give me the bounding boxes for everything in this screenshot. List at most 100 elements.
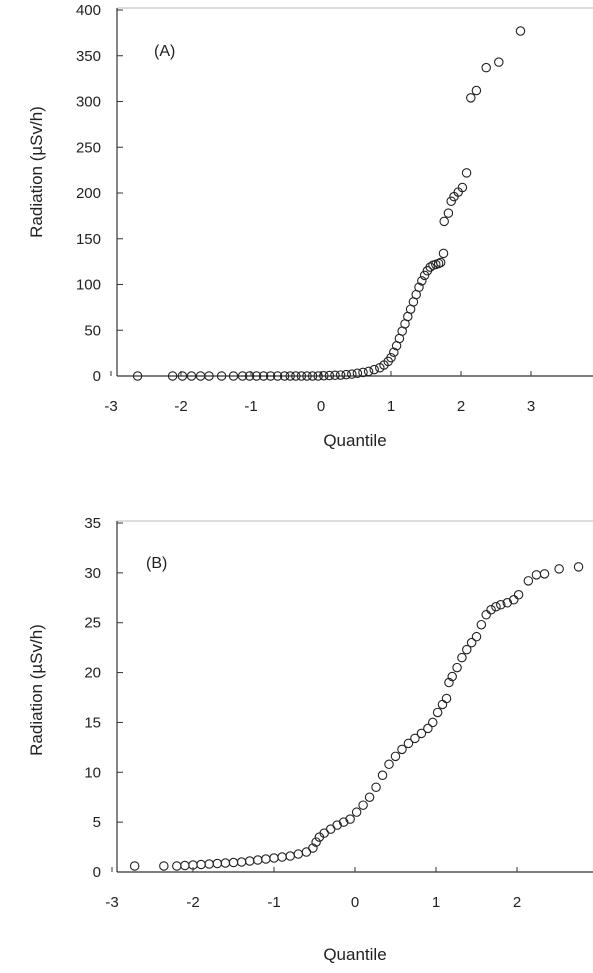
- data-point: [416, 728, 427, 739]
- data-point: [358, 800, 368, 810]
- data-point: [258, 371, 269, 381]
- data-point: [186, 371, 197, 381]
- data-point: [296, 371, 307, 381]
- data-point: [471, 85, 482, 96]
- y-tick-label: 300: [76, 94, 101, 111]
- data-point: [335, 370, 346, 380]
- data-point: [341, 369, 351, 380]
- data-point: [293, 849, 304, 859]
- data-point: [462, 644, 472, 655]
- data-point: [228, 857, 239, 868]
- data-point: [447, 671, 457, 682]
- data-point: [319, 370, 329, 381]
- data-point: [285, 851, 295, 861]
- y-tick-label: 5: [93, 814, 101, 831]
- data-point: [177, 371, 188, 381]
- data-point: [244, 371, 255, 381]
- data-point: [397, 744, 407, 755]
- data-point: [414, 282, 424, 292]
- x-tick-label: -3: [105, 894, 118, 911]
- data-point: [554, 564, 564, 574]
- data-point: [377, 770, 388, 781]
- data-point: [338, 817, 349, 827]
- x-tick-label: -1: [244, 398, 257, 415]
- data-point: [452, 662, 462, 673]
- data-point: [573, 562, 584, 572]
- y-tick-label: 15: [84, 714, 101, 731]
- data-point: [253, 855, 263, 865]
- data-point: [441, 693, 452, 704]
- data-point: [386, 352, 396, 363]
- x-tick-label: -3: [104, 398, 117, 415]
- panel-b: 0 5 10 15 20 25 30 35 -3 -2 -1 0 1 2 (B) Quantile Ra…: [27, 515, 593, 964]
- data-point: [531, 570, 542, 580]
- y-tick-label: 350: [76, 48, 101, 65]
- data-point: [444, 677, 454, 688]
- x-tick-label: 1: [432, 894, 440, 911]
- data-point: [466, 93, 476, 103]
- x-tick-label: -1: [267, 894, 280, 911]
- data-point: [494, 57, 504, 67]
- y-tick-label: 35: [84, 515, 101, 532]
- data-point: [204, 859, 214, 869]
- panel-b-x-ticks: -3 -2 -1 0 1 2: [105, 867, 521, 911]
- data-point: [172, 861, 182, 871]
- data-point: [471, 631, 482, 642]
- data-point: [358, 367, 368, 378]
- y-tick-label: 0: [93, 368, 101, 385]
- x-tick-label: 0: [317, 398, 325, 415]
- x-tick-label: 2: [513, 894, 521, 911]
- panel-a-y-axis-title: Radiation (µSv/h): [27, 106, 46, 238]
- data-point: [251, 371, 262, 381]
- data-point: [425, 262, 435, 272]
- x-tick-label: 2: [457, 398, 465, 415]
- data-point: [364, 792, 375, 802]
- data-point: [216, 371, 227, 381]
- data-point: [332, 820, 342, 830]
- data-point: [371, 782, 381, 792]
- data-point: [410, 733, 420, 744]
- data-point: [220, 858, 231, 868]
- data-point: [439, 216, 449, 227]
- data-point: [269, 853, 279, 863]
- data-point: [389, 347, 399, 357]
- data-point: [363, 366, 374, 377]
- y-tick-label: 150: [76, 231, 101, 248]
- data-point: [443, 208, 454, 218]
- data-point: [513, 590, 524, 600]
- data-point: [369, 364, 379, 375]
- data-point: [446, 196, 456, 206]
- data-point: [457, 652, 467, 663]
- y-tick-label: 20: [84, 665, 101, 682]
- data-point: [265, 371, 276, 381]
- y-tick-label: 30: [84, 565, 101, 582]
- y-tick-label: 50: [84, 322, 101, 339]
- panel-b-x-axis-title: Quantile: [323, 945, 386, 964]
- data-point: [180, 860, 190, 871]
- data-point: [457, 182, 468, 193]
- data-point: [324, 370, 335, 381]
- data-point: [523, 576, 534, 586]
- data-point: [261, 854, 271, 864]
- data-point: [496, 600, 506, 610]
- data-point: [515, 26, 526, 36]
- data-point: [159, 861, 169, 871]
- panel-a-label: (A): [154, 43, 175, 60]
- data-point: [351, 807, 362, 817]
- data-point: [435, 257, 446, 268]
- panel-a-x-axis-title: Quantile: [323, 431, 386, 450]
- y-tick-label: 100: [76, 277, 101, 294]
- panel-a-y-ticks: 0 50 100 150 200 250 300 350 400: [76, 2, 123, 385]
- data-point: [417, 276, 427, 286]
- data-point: [236, 857, 247, 867]
- data-point: [423, 723, 433, 734]
- panel-b-y-ticks: 0 5 10 15 20 25 30 35: [84, 515, 123, 881]
- x-tick-label: 3: [527, 398, 535, 415]
- data-point: [302, 371, 312, 381]
- y-tick-label: 400: [76, 2, 101, 19]
- data-point: [279, 371, 290, 381]
- data-point: [419, 270, 430, 281]
- x-tick-label: 1: [387, 398, 395, 415]
